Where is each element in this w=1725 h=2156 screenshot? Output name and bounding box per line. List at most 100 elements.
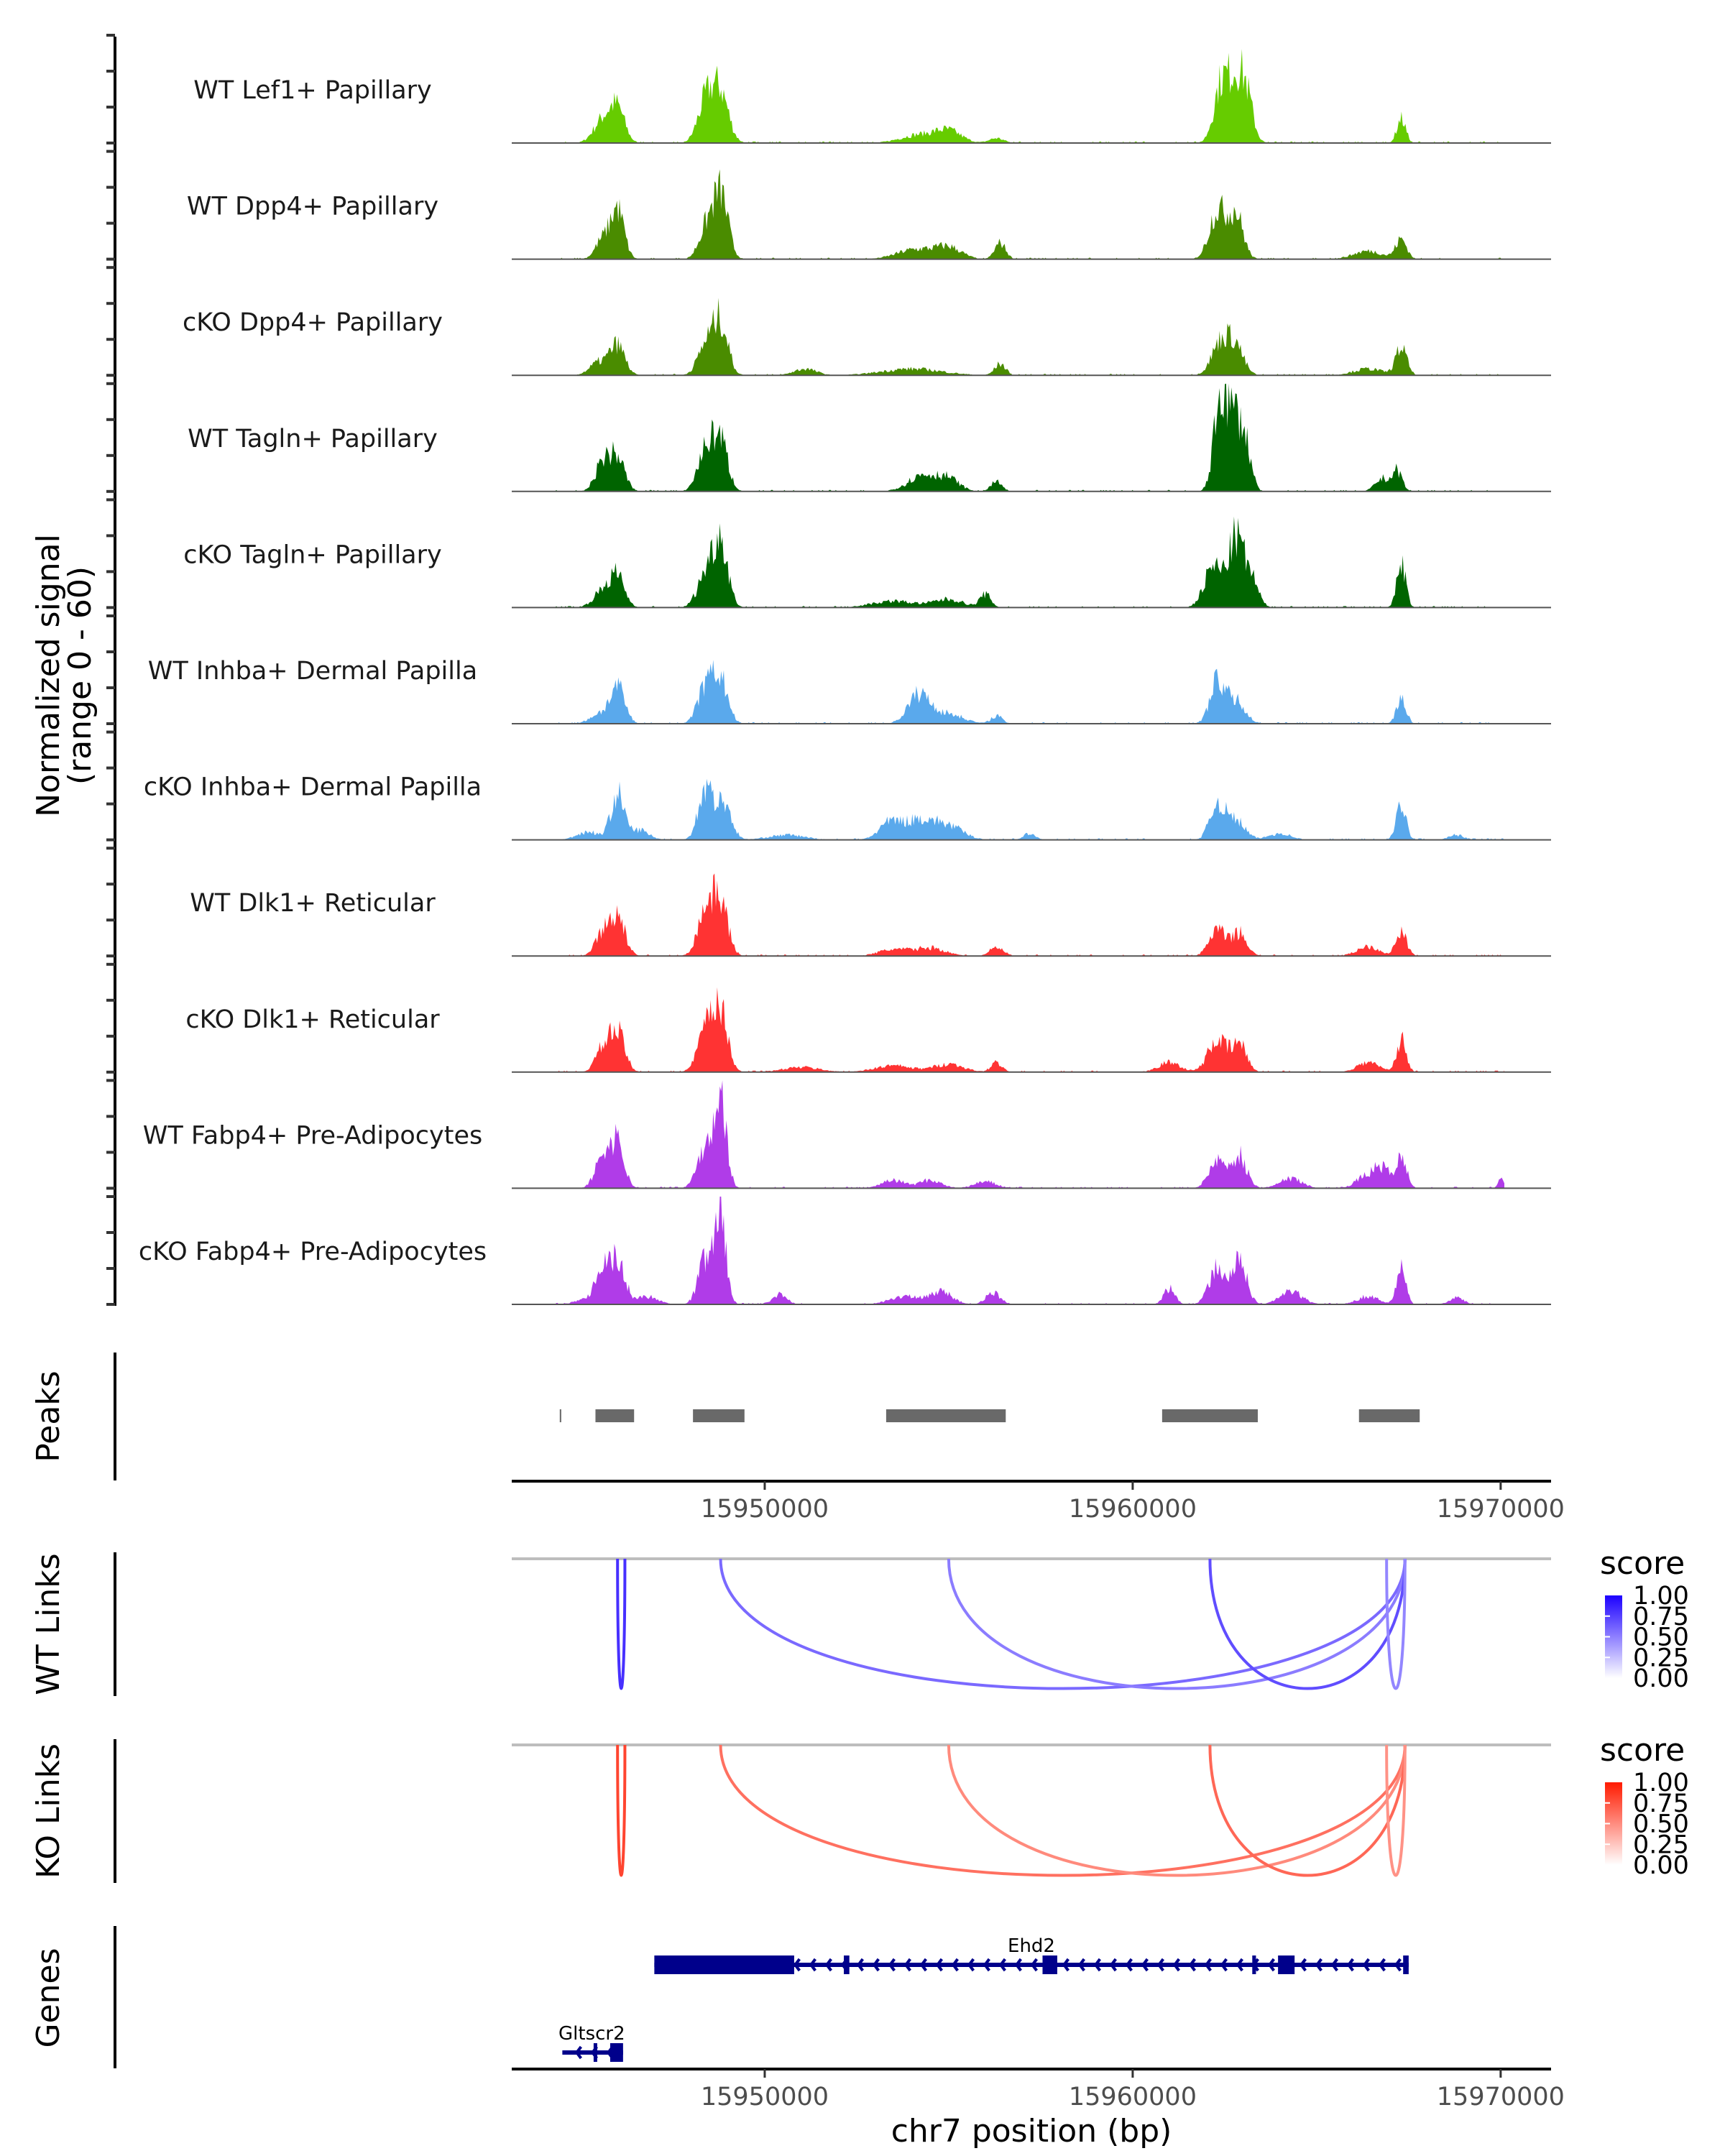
track-label: WT Lef1+ Papillary (193, 76, 432, 105)
coverage-track: cKO Tagln+ Papillary (106, 498, 1551, 609)
link-arc (616, 1558, 627, 1690)
coverage-area (555, 383, 1505, 492)
gene-exon (1403, 1955, 1409, 1974)
strand-arrow (1346, 1958, 1354, 1972)
strand-arrow (1014, 1958, 1022, 1972)
link-arc (947, 1558, 1407, 1690)
legend-tick-label: 1.00 (1633, 1582, 1689, 1611)
track-label: WT Dpp4+ Papillary (187, 193, 438, 221)
links-label: WT Links (30, 1553, 67, 1695)
strand-arrow (1125, 1958, 1133, 1972)
track-label: WT Tagln+ Papillary (188, 425, 438, 453)
peak-region (1358, 1409, 1420, 1422)
peak-region (693, 1409, 745, 1422)
strand-arrow (1204, 1958, 1212, 1972)
strand-arrow (793, 1958, 801, 1972)
peaks-label: Peaks (30, 1370, 67, 1462)
gene-exon (610, 2043, 623, 2062)
gene-name: Gltscr2 (558, 2023, 625, 2045)
legend-tick-label: 1.00 (1633, 1769, 1689, 1797)
gene-exon (1252, 1955, 1256, 1974)
coverage-area (555, 660, 1505, 724)
strand-arrow (1062, 1958, 1070, 1972)
gene-exon (654, 1955, 794, 1974)
x-tick-label: 15950000 (701, 2083, 829, 2111)
track-label: WT Fabp4+ Pre-Adipocytes (143, 1121, 482, 1150)
legend-title: score (1600, 1545, 1685, 1582)
strand-arrow (1141, 1958, 1149, 1972)
gene-model: Gltscr2 (558, 2023, 625, 2062)
legend-tick-label: 0.75 (1633, 1789, 1689, 1818)
legend-tick-label: 0.75 (1633, 1603, 1689, 1631)
gene-exon (1278, 1955, 1295, 1974)
coverage-track: cKO Fabp4+ Pre-Adipocytes (106, 1195, 1551, 1306)
strand-arrow (1093, 1958, 1101, 1972)
strand-arrow (824, 1958, 832, 1972)
legend-tick-label: 0.25 (1633, 1644, 1689, 1672)
coverage-area (555, 1197, 1505, 1304)
peak-region (595, 1409, 635, 1422)
strand-arrow (983, 1958, 990, 1972)
gene-exon (844, 1955, 850, 1974)
peak-region (559, 1409, 561, 1422)
track-label: WT Inhba+ Dermal Papilla (148, 657, 477, 686)
link-arc (1208, 1558, 1407, 1690)
strand-arrow (935, 1958, 943, 1972)
strand-arrow (872, 1958, 880, 1972)
link-arc (719, 1744, 1407, 1877)
coverage-track: cKO Dpp4+ Papillary (106, 266, 1551, 377)
coverage-track: WT Lef1+ Papillary (106, 34, 1551, 144)
strand-arrow (1299, 1958, 1307, 1972)
strand-arrow (888, 1958, 896, 1972)
gene-model: Ehd2 (654, 1935, 1409, 1974)
genes-label: Genes (30, 1948, 67, 2047)
gene-name: Ehd2 (1008, 1935, 1055, 1957)
genes-section: Genes Ehd2 Gltscr2 15950000 15960000 159700… (30, 1926, 1565, 2150)
coverage-track: WT Inhba+ Dermal Papilla (106, 614, 1551, 725)
coverage-area (555, 873, 1505, 957)
x-tick-label: 15970000 (1437, 2083, 1565, 2111)
peak-region (1162, 1409, 1258, 1422)
strand-arrow (1236, 1958, 1243, 1972)
coverage-track: WT Dpp4+ Papillary (106, 149, 1551, 261)
strand-arrow (1330, 1958, 1338, 1972)
coverage-area (555, 298, 1505, 376)
coverage-track: cKO Dlk1+ Reticular (106, 962, 1551, 1074)
x-tick-label: 15970000 (1437, 1495, 1565, 1524)
strand-arrow (967, 1958, 975, 1972)
x-tick-label: 15960000 (1069, 1495, 1197, 1524)
gene-exon (593, 2043, 597, 2062)
links-label: KO Links (30, 1743, 67, 1879)
legend-tick-label: 0.50 (1633, 1810, 1689, 1839)
x-axis-title: chr7 position (bp) (891, 2113, 1172, 2150)
strand-arrow (1362, 1958, 1370, 1972)
strand-arrow (919, 1958, 927, 1972)
strand-arrow (903, 1958, 911, 1972)
strand-arrow (574, 2045, 582, 2060)
link-arc (1385, 1744, 1407, 1877)
x-tick-label: 15960000 (1069, 2083, 1197, 2111)
legend-tick-label: 0.00 (1633, 1664, 1689, 1693)
coverage-ylabel-line1: Normalized signal (30, 534, 67, 817)
track-label: cKO Dlk1+ Reticular (185, 1005, 440, 1034)
link-arc (1208, 1744, 1407, 1877)
strand-arrow (1394, 1958, 1402, 1972)
strand-arrow (998, 1958, 1006, 1972)
strand-arrow (1077, 1958, 1085, 1972)
link-arc (947, 1744, 1407, 1877)
strand-arrow (1030, 1958, 1038, 1972)
strand-arrow (1267, 1958, 1275, 1972)
coverage-track: WT Fabp4+ Pre-Adipocytes (106, 1079, 1551, 1190)
track-label: cKO Tagln+ Papillary (183, 540, 442, 569)
coverage-area (555, 987, 1505, 1072)
peak-region (886, 1409, 1006, 1422)
track-label: WT Dlk1+ Reticular (190, 889, 436, 918)
coverage-area (555, 169, 1505, 259)
strand-arrow (951, 1958, 959, 1972)
strand-arrow (1156, 1958, 1164, 1972)
legend-tick-label: 0.00 (1633, 1851, 1689, 1880)
coverage-area (555, 778, 1505, 840)
track-label: cKO Inhba+ Dermal Papilla (144, 773, 482, 802)
peaks-section: Peaks 15950000 15960000 15970000 (30, 1353, 1565, 1524)
